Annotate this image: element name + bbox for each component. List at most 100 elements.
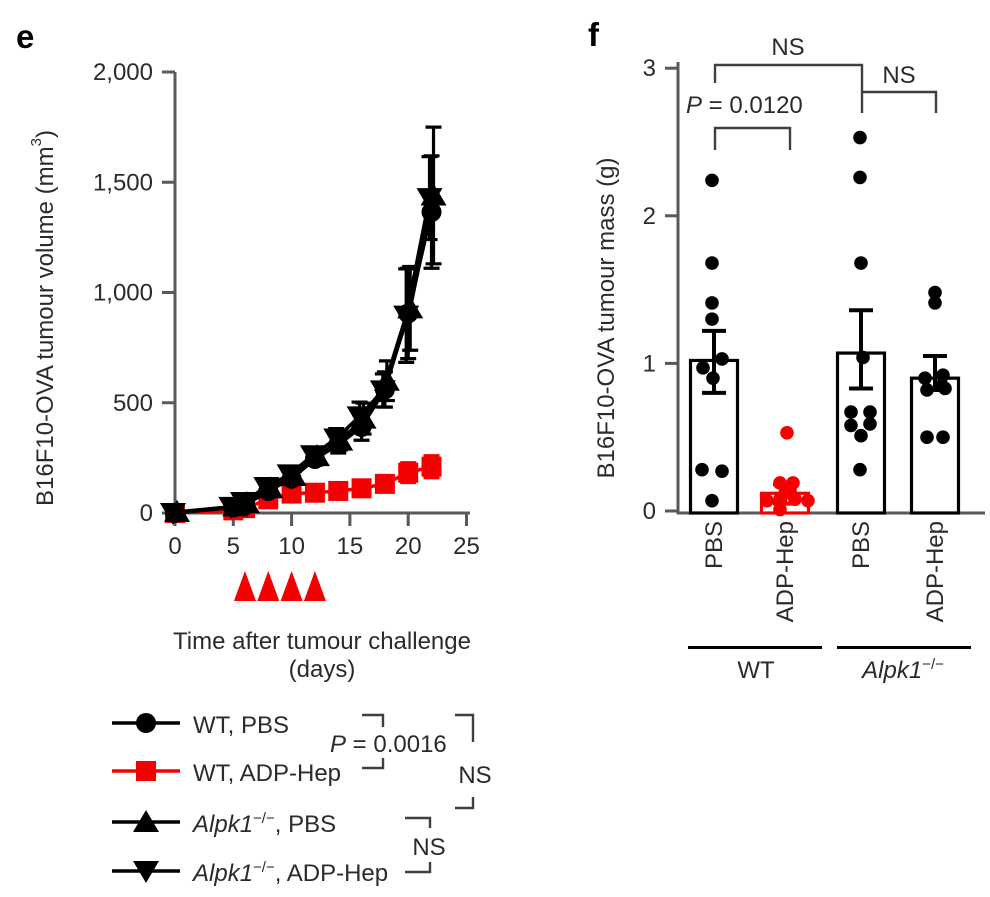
f-ns-wide-label: NS [771,34,805,61]
e-x-tick-label: 15 [337,533,364,560]
f-data-point [853,170,867,185]
f-data-point [928,285,942,300]
f-data-point [780,425,794,440]
e-p-italic: P [330,731,347,758]
f-bar-3 [909,376,961,515]
f-data-point [760,493,774,508]
f-data-point [715,464,729,478]
f-y-axis-title-text: B16F10-OVA tumour mass (g) [593,157,620,479]
legend-marker-triangle-up [133,810,159,832]
f-data-point [920,383,934,397]
legend-3-text: , ADP-Hep [274,860,389,887]
series-marker-square [351,478,372,499]
f-ns-right-label: NS [882,62,916,89]
f-data-point [920,430,934,445]
legend-0-text: WT, PBS [193,712,290,739]
f-bar-label-wt-pbs: PBS [701,521,728,570]
e-y-tick-label: 0 [140,500,153,527]
f-data-point [918,371,932,385]
series-marker-triangle-up [257,476,284,499]
e-p-rest: = 0.0016 [346,731,447,758]
e-y-tick-label: 2,000 [93,59,153,86]
e-y-axis-title-close: ) [32,129,59,138]
f-data-point [715,352,729,366]
f-data-point [773,492,787,506]
f-data-point [863,417,877,431]
legend-label-wt-adphep: WT, ADP-Hep [193,759,341,788]
legend-2-italic: Alpk1 [193,811,254,838]
injection-arrowhead [257,571,280,601]
f-data-point [788,492,802,506]
f-data-point [863,405,877,419]
injection-arrowhead [280,571,303,601]
series-marker-square [304,482,325,503]
f-y-axis-title: B16F10-OVA tumour mass (g) [592,158,622,479]
e-x-axis-title: Time after tumour challenge (days) [173,628,471,684]
f-data-point [705,312,719,326]
f-data-point [853,130,867,145]
series-marker-triangle-up [303,444,330,467]
e-ns-inner-label: NS [412,834,446,861]
f-group-line-alpk1 [837,646,971,649]
e-y-tick-label: 1,500 [93,169,153,196]
legend-label-alpk1-pbs: Alpk1−/−, PBS [193,810,336,839]
f-y-axis-title-wrap: B16F10-OVA tumour mass (g) [592,158,622,479]
f-data-point [854,256,868,270]
e-y-tick-label: 500 [113,390,153,417]
panel-letter-f: f [588,16,599,53]
f-p-rest: = 0.0120 [702,92,803,119]
e-y-axis-title-text: B16F10-OVA tumour volume (mm [32,146,59,507]
f-p-value: P = 0.0120 [686,92,803,120]
e-ns-inner-bracket-top [405,816,432,828]
e-ns-inner-bracket-bottom [405,862,432,874]
f-p-italic: P [686,92,703,119]
series-marker-triangle-up [327,428,354,451]
f-data-point [773,476,787,490]
legend-3-sup: −/− [253,859,275,876]
injection-arrowhead [303,571,326,601]
e-x-tick-label: 0 [168,533,181,560]
f-data-point [705,296,719,310]
e-x-axis-title-line1: Time after tumour challenge [173,628,471,655]
series-marker-square [281,483,302,504]
series-marker-triangle-up [350,406,377,429]
legend-marker-circle [136,713,156,733]
f-data-point [936,430,950,445]
f-group-label-wt: WT [737,656,774,685]
legend-2-text: , PBS [274,811,337,838]
series-marker-triangle-up [397,296,424,319]
f-group-line-wt [688,646,822,649]
f-data-point [938,381,952,396]
series-marker-triangle-up [420,183,447,206]
e-x-tick-label: 10 [278,533,305,560]
legend-2-sup: −/− [253,810,275,827]
f-group-1-italic: Alpk1 [862,657,923,684]
series-marker-square [398,462,419,483]
f-data-point [801,493,815,508]
e-x-axis-title-line2: (days) [288,656,356,683]
f-data-point [844,405,858,419]
f-bar-label-wt-adphep: ADP-Hep [772,521,799,623]
legend-marker-triangle-down [133,861,159,883]
series-marker-square [421,456,442,477]
f-bar-label-alpk1-adphep: ADP-Hep [922,521,949,623]
legend-3-italic: Alpk1 [193,860,254,887]
f-data-point [773,502,787,517]
f-data-point [705,256,719,270]
e-ns-outer-bracket-top [455,713,475,742]
series-marker-triangle-up [164,499,190,522]
series-marker-square [374,473,395,494]
e-y-axis-title-sup: 3 [28,137,45,147]
f-data-point [854,428,868,443]
f-data-point [936,368,950,383]
panel-letter-e: e [16,18,35,55]
f-y-tick-label: 1 [643,350,656,377]
e-p-value: P = 0.0016 [330,731,447,759]
e-x-tick-label: 20 [395,533,422,560]
e-ns-outer-bracket-bottom [455,797,475,810]
e-x-tick-label: 5 [227,533,240,560]
e-x-tick-label: 25 [453,533,480,560]
e-ns-outer-label: NS [458,762,492,789]
legend-label-alpk1-adphep: Alpk1−/−, ADP-Hep [193,859,388,888]
